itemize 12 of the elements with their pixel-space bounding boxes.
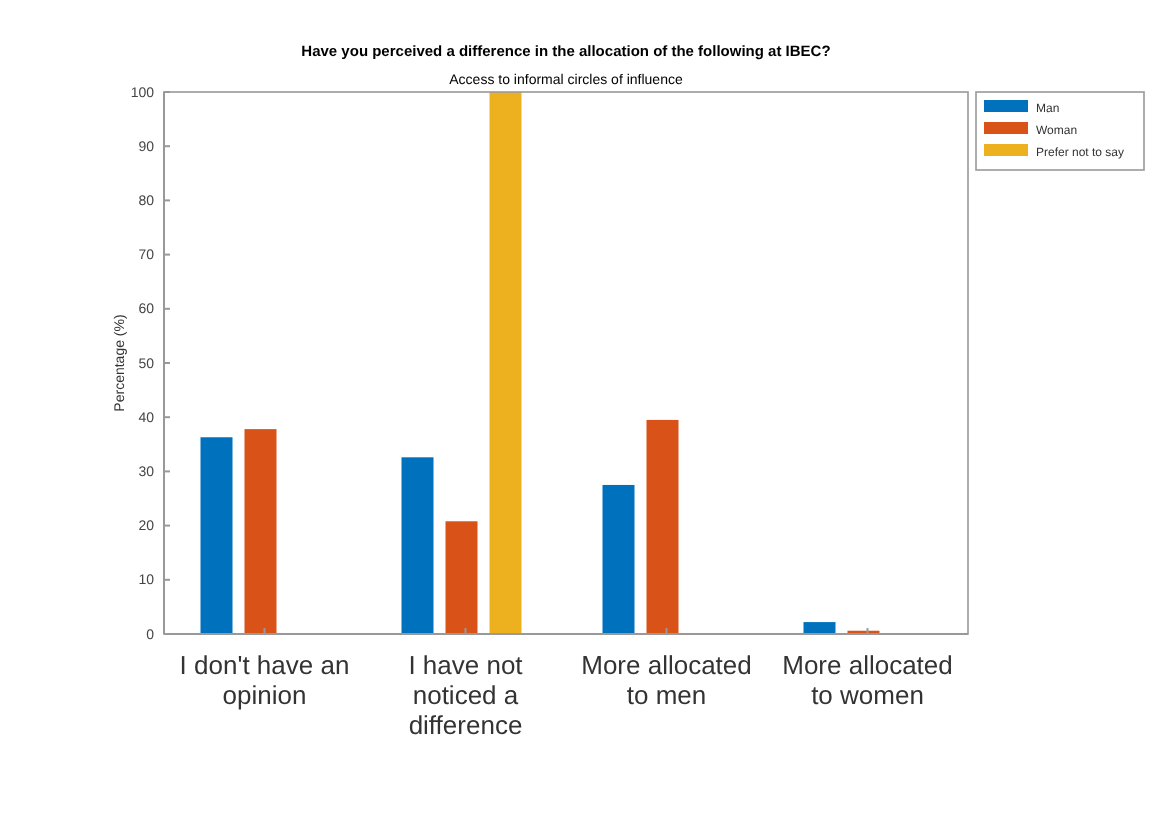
bar [803,622,836,634]
bar [489,92,522,634]
x-tick-label: More allocated to women [782,650,953,710]
bar [646,419,679,634]
bar [244,429,277,634]
x-tick-label: I have not noticed a difference [408,650,524,740]
x-tick-label: More allocated to men [581,650,752,710]
bar [445,521,478,634]
bar [401,457,434,634]
x-tick-label: I don't have an opinion [179,650,350,710]
bar [200,437,233,634]
bar [602,484,635,634]
